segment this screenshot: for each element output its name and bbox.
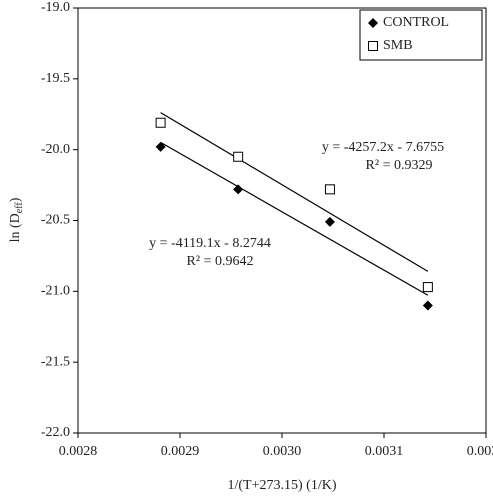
x-axis-label: 1/(T+273.15) (1/K): [228, 478, 337, 493]
legend-marker: [368, 18, 378, 28]
point: [155, 141, 166, 152]
point: [422, 300, 433, 311]
plot-frame: [77, 7, 487, 434]
legend-label: SMB: [383, 38, 413, 53]
y-tick-label: -19.0: [41, 0, 70, 15]
x-tick-label: 0.0031: [365, 444, 404, 459]
r-squared: R² = 0.9329: [366, 158, 433, 173]
y-tick-label: -21.0: [41, 284, 70, 299]
point: [324, 216, 335, 227]
x-tick-label: 0.0030: [263, 444, 302, 459]
point: [233, 151, 244, 162]
legend-marker: [368, 41, 378, 51]
x-tick-label: 0.0029: [161, 444, 200, 459]
legend-box: [359, 9, 483, 61]
trend-line: [160, 141, 429, 296]
equation: y = -4257.2x - 7.6755: [322, 140, 444, 155]
point: [324, 184, 335, 195]
equation: y = -4119.1x - 8.2744: [149, 236, 271, 251]
r-squared: R² = 0.9642: [187, 254, 254, 269]
y-tick-label: -20.5: [41, 213, 70, 228]
y-label-main: ln (D: [8, 213, 23, 242]
y-label-sub: eff: [14, 202, 25, 214]
y-axis-label: ln (Deff): [8, 197, 25, 242]
y-tick-label: -19.5: [41, 71, 70, 86]
legend-label: CONTROL: [383, 15, 449, 30]
y-tick-label: -22.0: [41, 425, 70, 440]
point: [155, 117, 166, 128]
x-tick-label: 0.0032: [467, 444, 493, 459]
point: [422, 282, 433, 293]
trend-line: [160, 112, 429, 272]
y-tick-label: -20.0: [41, 142, 70, 157]
y-tick-label: -21.5: [41, 354, 70, 369]
point: [233, 184, 244, 195]
y-label-end: ): [8, 197, 23, 202]
x-tick-label: 0.0028: [59, 444, 98, 459]
